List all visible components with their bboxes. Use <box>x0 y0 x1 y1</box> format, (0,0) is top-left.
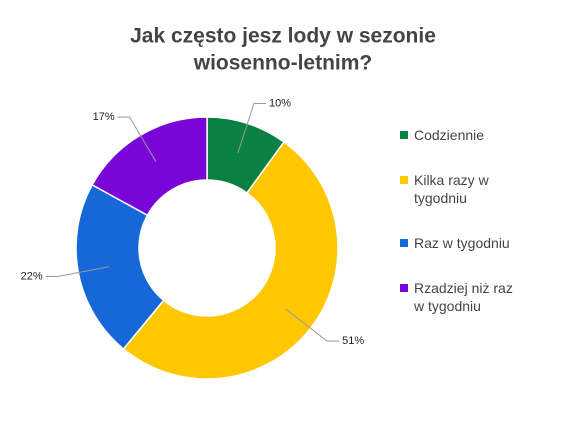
legend-label: Kilka razy w tygodniu <box>414 172 489 206</box>
legend-label: Raz w tygodniu <box>414 235 510 251</box>
leader-line <box>285 308 340 342</box>
legend: Codziennie Kilka razy w tygodniu Raz w tyg… <box>398 126 523 342</box>
leader-line <box>237 102 266 154</box>
slice <box>75 183 165 350</box>
value-label: 51% <box>342 335 364 347</box>
legend-item: Raz w tygodniu <box>398 234 523 252</box>
legend-swatch <box>400 239 408 247</box>
value-label: 10% <box>269 97 291 109</box>
legend-item: Codziennie <box>398 126 523 144</box>
legend-swatch <box>400 176 408 184</box>
legend-label: Codziennie <box>414 127 485 143</box>
chart-title: Jak często jesz lody w sezonie <box>130 25 436 48</box>
chart-title: wiosenno-letnim? <box>193 52 373 75</box>
slice <box>122 140 339 380</box>
legend-label: Rzadziej niż raz w tygodniu <box>414 280 513 314</box>
slice <box>91 116 208 217</box>
legend-item: Kilka razy w tygodniu <box>398 171 523 207</box>
leader-line <box>45 266 109 277</box>
legend-swatch <box>400 131 408 139</box>
value-label: 22% <box>21 270 43 282</box>
legend-swatch <box>400 284 408 292</box>
leader-line <box>117 116 157 163</box>
legend-item: Rzadziej niż raz w tygodniu <box>398 279 523 315</box>
value-label: 17% <box>93 111 115 123</box>
